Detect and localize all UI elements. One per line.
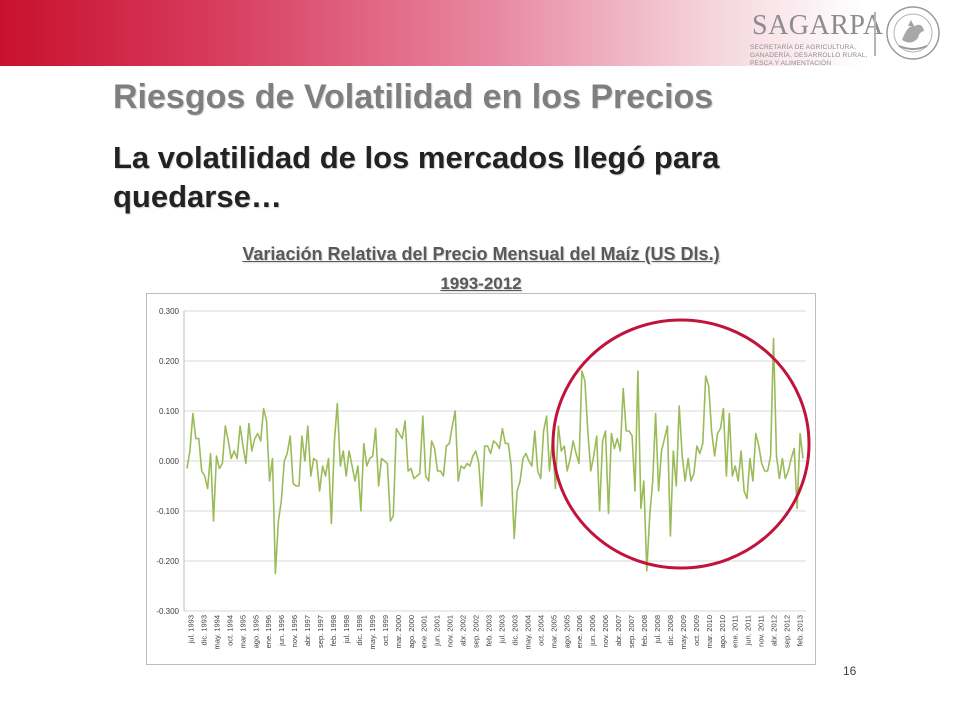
highlight-ellipse xyxy=(551,318,811,570)
y-tick-label: 0.000 xyxy=(159,457,180,466)
x-tick-label: oct. 2009 xyxy=(692,615,701,646)
volatility-line-chart: 0.300 0.200 0.100 0.000 -0.100 -0.200 -0.300 ju… xyxy=(156,307,811,649)
x-tick-label: dic. 1998 xyxy=(355,615,364,645)
x-tick-label: nov. 2011 xyxy=(757,615,766,647)
series-line xyxy=(186,337,804,575)
y-tick-label: -0.100 xyxy=(156,507,179,516)
x-tick-label: abr. 2002 xyxy=(459,615,468,646)
y-axis: 0.300 0.200 0.100 0.000 -0.100 -0.200 -0.300 xyxy=(156,307,179,616)
x-tick-label: jul. 2003 xyxy=(497,615,506,644)
x-tick-label: nov. 1996 xyxy=(290,615,299,647)
x-tick-label: dic. 2008 xyxy=(666,615,675,645)
x-tick-label: may. 2009 xyxy=(679,615,688,649)
logo-wordmark: SAGARPA xyxy=(752,10,884,41)
logo-divider xyxy=(874,12,876,56)
y-tick-label: 0.100 xyxy=(159,407,180,416)
logo-line-3: PESCA Y ALIMENTACIÓN xyxy=(750,60,832,67)
x-tick-label: nov. 2001 xyxy=(446,615,455,647)
slide-subtitle: La volatilidad de los mercados llegó par… xyxy=(113,140,720,214)
chart-gridlines xyxy=(184,310,806,612)
x-tick-label: feb. 2008 xyxy=(640,615,649,646)
y-tick-label: 0.300 xyxy=(159,307,180,316)
logo-line-2: GANADERÍA, DESARROLLO RURAL, xyxy=(750,52,868,59)
x-tick-label: dic. 1993 xyxy=(199,615,208,645)
x-tick-label: ene. 2011 xyxy=(731,615,740,648)
x-tick-label: ene. 2001 xyxy=(420,615,429,648)
page-number: 16 xyxy=(843,664,857,678)
x-tick-label: ago. 2005 xyxy=(562,615,571,648)
x-tick-label: sep. 2007 xyxy=(627,615,636,648)
sagarpa-logo: SAGARPA SECRETARÍA DE AGRICULTURA, GANAD… xyxy=(746,4,946,67)
x-tick-label: mar. 2010 xyxy=(705,615,714,648)
x-axis: jul. 1993 dic. 1993 may. 1994 oct. 1994 mar.… xyxy=(186,615,804,649)
y-tick-label: 0.200 xyxy=(159,357,180,366)
x-tick-label: jul. 1993 xyxy=(186,615,195,644)
chart-title: Variación Relativa del Precio Mensual de… xyxy=(242,244,720,264)
x-tick-label: abr. 1997 xyxy=(303,615,312,646)
y-tick-label: -0.300 xyxy=(156,607,179,616)
x-tick-label: jun. 2001 xyxy=(433,615,442,647)
x-tick-label: sep. 1997 xyxy=(316,615,325,648)
slide-title: Riesgos de Volatilidad en los Precios xyxy=(113,78,714,116)
x-tick-label: nov. 2006 xyxy=(601,615,610,647)
chart-date-range: 1993-2012 xyxy=(440,274,522,293)
x-tick-label: sep. 2012 xyxy=(783,615,792,648)
mexico-seal-icon xyxy=(886,6,940,60)
x-tick-label: feb. 2003 xyxy=(485,615,494,646)
x-tick-label: oct. 1999 xyxy=(381,615,390,646)
x-tick-label: ago. 2010 xyxy=(718,615,727,648)
x-tick-label: jun. 2006 xyxy=(588,615,597,647)
x-tick-label: abr. 2012 xyxy=(770,615,779,646)
x-tick-label: may. 1999 xyxy=(368,615,377,649)
x-tick-label: may. 2004 xyxy=(523,615,532,649)
x-tick-label: jul. 2008 xyxy=(653,615,662,644)
y-tick-label: -0.200 xyxy=(156,557,179,566)
x-tick-label: abr. 2007 xyxy=(614,615,623,646)
x-tick-label: ene. 2006 xyxy=(575,615,584,648)
x-tick-label: feb. 1998 xyxy=(329,615,338,646)
x-tick-label: ago. 2000 xyxy=(407,615,416,648)
x-tick-label: oct. 2004 xyxy=(536,615,545,646)
x-tick-label: oct. 1994 xyxy=(225,615,234,646)
x-tick-label: feb. 2013 xyxy=(796,615,805,646)
chart-frame: 0.300 0.200 0.100 0.000 -0.100 -0.200 -0.300 ju… xyxy=(146,293,816,665)
x-tick-label: ene. 1996 xyxy=(264,615,273,648)
x-tick-label: jun. 2011 xyxy=(744,615,753,646)
x-tick-label: dic. 2003 xyxy=(510,615,519,645)
x-tick-label: jul. 1998 xyxy=(342,615,351,644)
x-tick-label: mar. 2000 xyxy=(394,615,403,648)
x-tick-label: sep. 2002 xyxy=(472,615,481,648)
x-tick-label: may. 1994 xyxy=(212,615,221,649)
x-tick-label: mar. 1995 xyxy=(238,615,247,648)
x-tick-label: ago. 1995 xyxy=(251,615,260,648)
header-banner xyxy=(0,0,960,66)
x-tick-label: jun. 1996 xyxy=(277,615,286,647)
logo-line-1: SECRETARÍA DE AGRICULTURA, xyxy=(750,44,857,51)
x-tick-label: mar. 2005 xyxy=(549,615,558,648)
